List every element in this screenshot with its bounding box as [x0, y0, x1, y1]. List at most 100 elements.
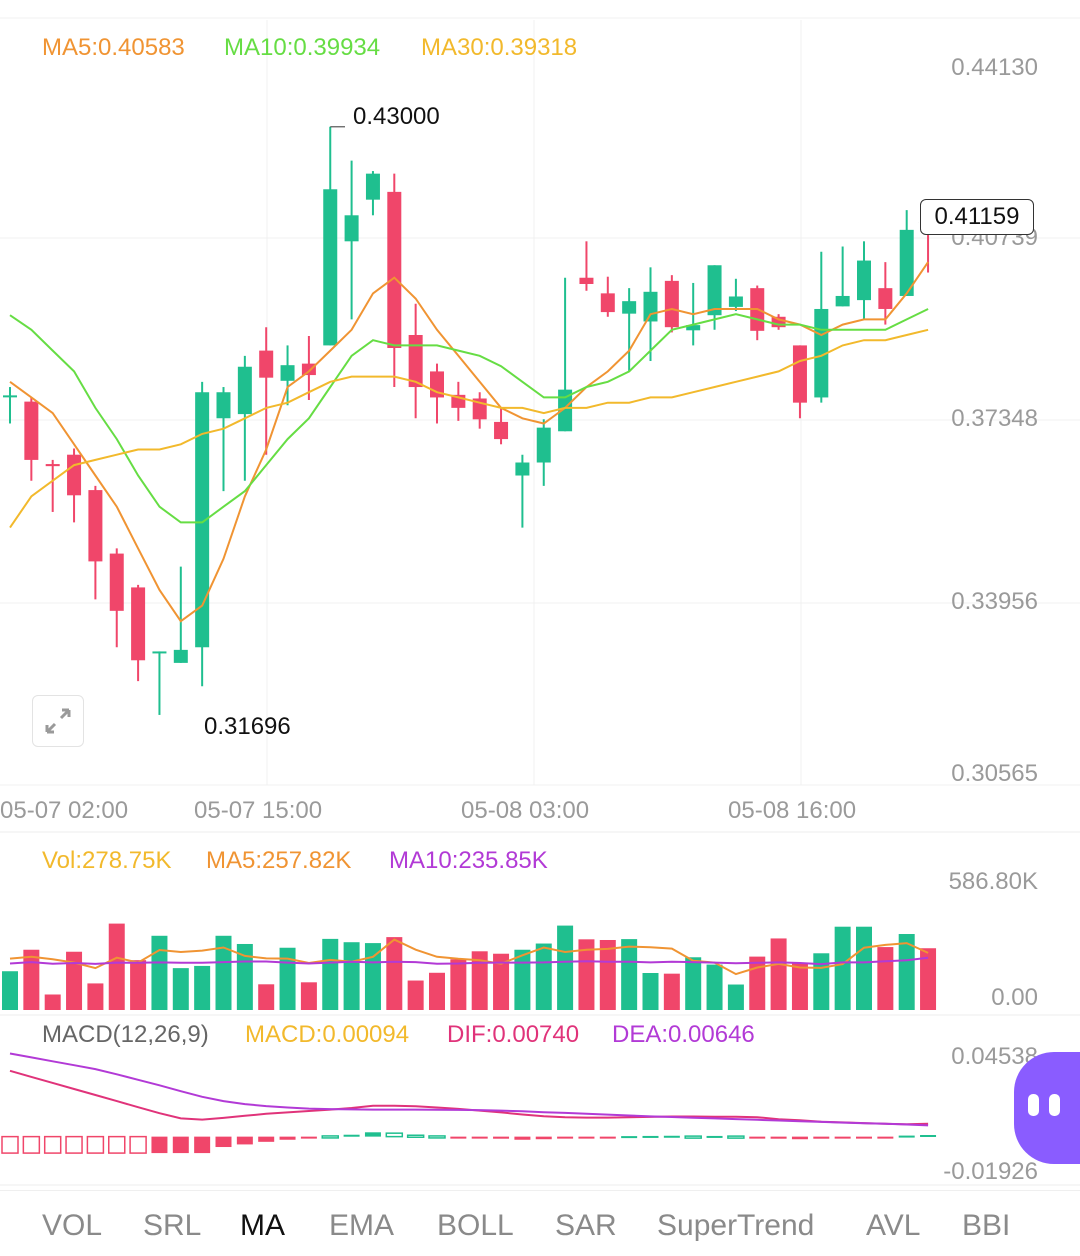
candle-body — [237, 366, 252, 415]
tab-sar[interactable]: SAR — [555, 1209, 617, 1242]
candle-body — [24, 401, 39, 460]
volume-bar — [642, 973, 659, 1010]
volume-bar — [215, 935, 232, 1010]
tab-srl[interactable]: SRL — [143, 1209, 202, 1242]
expand-icon — [45, 708, 71, 734]
macd-histogram-bar — [43, 1135, 62, 1154]
chart-canvas[interactable] — [0, 0, 1080, 1190]
tab-avl[interactable]: AVL — [866, 1209, 921, 1242]
macd-histogram-bar — [364, 1132, 381, 1137]
macd-histogram-bar — [1, 1135, 19, 1154]
candle-body — [857, 260, 871, 301]
volume-ma10-line — [9, 956, 929, 966]
candle-body — [3, 395, 17, 398]
macd-histogram-bar — [663, 1135, 680, 1138]
macd-histogram-bar — [236, 1136, 253, 1145]
volume-bar — [194, 965, 211, 1010]
legend-dif: DIF:0.00740 — [447, 1021, 580, 1048]
volume-bar — [2, 971, 18, 1010]
macd-histogram-bar — [706, 1135, 723, 1138]
macd-histogram-bar — [770, 1136, 787, 1139]
volume-bar — [856, 926, 872, 1010]
macd-histogram-bar — [856, 1136, 872, 1139]
volume-bar — [578, 939, 595, 1010]
current-price-tag: 0.41159 — [920, 199, 1034, 235]
candle-body — [259, 350, 274, 378]
volume-bar — [706, 964, 723, 1010]
candle-body — [344, 215, 359, 242]
candle-body — [899, 229, 914, 296]
chat-face-icon — [1028, 1094, 1060, 1116]
tab-ma[interactable]: MA — [240, 1209, 285, 1242]
candle-body — [835, 295, 850, 307]
chat-assistant-button[interactable] — [1014, 1052, 1080, 1164]
macd-histogram-bar — [578, 1136, 595, 1139]
candle-body — [195, 392, 210, 648]
macd-histogram-bar — [749, 1136, 766, 1139]
macd-histogram-bar — [428, 1135, 446, 1139]
volume-bar — [450, 959, 467, 1010]
macd-histogram-bar — [813, 1136, 830, 1139]
high-marker-label: 0.43000 — [353, 103, 440, 130]
dif-line — [9, 1069, 929, 1126]
tab-bbi[interactable]: BBI — [962, 1209, 1011, 1242]
candle-body — [622, 301, 637, 314]
candle-body — [173, 649, 188, 663]
volume-bar — [663, 973, 680, 1010]
volume-bar — [727, 984, 744, 1010]
volume-bar — [898, 934, 915, 1010]
candle-body — [152, 651, 167, 654]
candle-body — [88, 490, 103, 562]
volume-bar — [407, 980, 424, 1010]
volume-bar — [770, 938, 787, 1010]
macd-histogram-bar — [642, 1135, 659, 1138]
indicator-tab-bar: VOL SRL MA EMA BOLL SAR SuperTrend AVL B… — [0, 1190, 1080, 1256]
time-tick-4: 05-08 16:00 — [728, 797, 857, 824]
volume-bar — [108, 923, 125, 1010]
macd-histogram-bar — [791, 1136, 808, 1140]
candle-body — [301, 363, 316, 376]
volume-bar — [621, 939, 638, 1010]
legend-ma10: MA10:0.39934 — [224, 34, 381, 61]
macd-histogram-bar — [877, 1136, 894, 1139]
volume-bar — [685, 957, 702, 1010]
candle-body — [728, 296, 743, 307]
ma5-line — [9, 261, 929, 623]
candle-body — [664, 280, 679, 328]
legend-vol-ma5: MA5:257.82K — [206, 847, 352, 874]
tab-supertrend[interactable]: SuperTrend — [657, 1209, 815, 1242]
volume-bar — [258, 984, 275, 1010]
macd-histogram-bar — [194, 1136, 211, 1154]
dea-line — [9, 1052, 929, 1127]
macd-histogram-bar — [151, 1136, 168, 1154]
candle-body — [67, 454, 82, 496]
macd-histogram-bar — [898, 1135, 915, 1138]
macd-histogram-bar — [343, 1134, 360, 1137]
candle-body — [494, 421, 509, 440]
volume-bar — [300, 982, 317, 1010]
volume-bar — [493, 953, 510, 1010]
macd-histogram-bar — [215, 1136, 232, 1148]
tab-vol[interactable]: VOL — [42, 1209, 103, 1242]
volume-bar — [322, 938, 339, 1010]
tab-ema[interactable]: EMA — [329, 1209, 395, 1242]
candle-body — [558, 389, 573, 432]
macd-histogram-bar — [172, 1136, 189, 1154]
candle-body — [45, 464, 60, 467]
volume-bar — [599, 939, 616, 1010]
expand-chart-button[interactable] — [32, 695, 84, 747]
volume-bar — [535, 943, 552, 1010]
macd-histogram-bar — [65, 1135, 83, 1154]
candle-body — [686, 325, 701, 331]
macd-histogram-bar — [493, 1136, 510, 1139]
tab-boll[interactable]: BOLL — [437, 1209, 514, 1242]
legend-macd: MACD:0.00094 — [245, 1021, 410, 1048]
candle-body — [600, 293, 615, 313]
candle-body — [707, 265, 722, 316]
volume-bar — [44, 994, 61, 1010]
candle-body — [280, 365, 295, 381]
legend-ma30: MA30:0.39318 — [421, 34, 578, 61]
price-tick-1: 0.44130 — [951, 54, 1038, 81]
candle-body — [323, 189, 338, 346]
